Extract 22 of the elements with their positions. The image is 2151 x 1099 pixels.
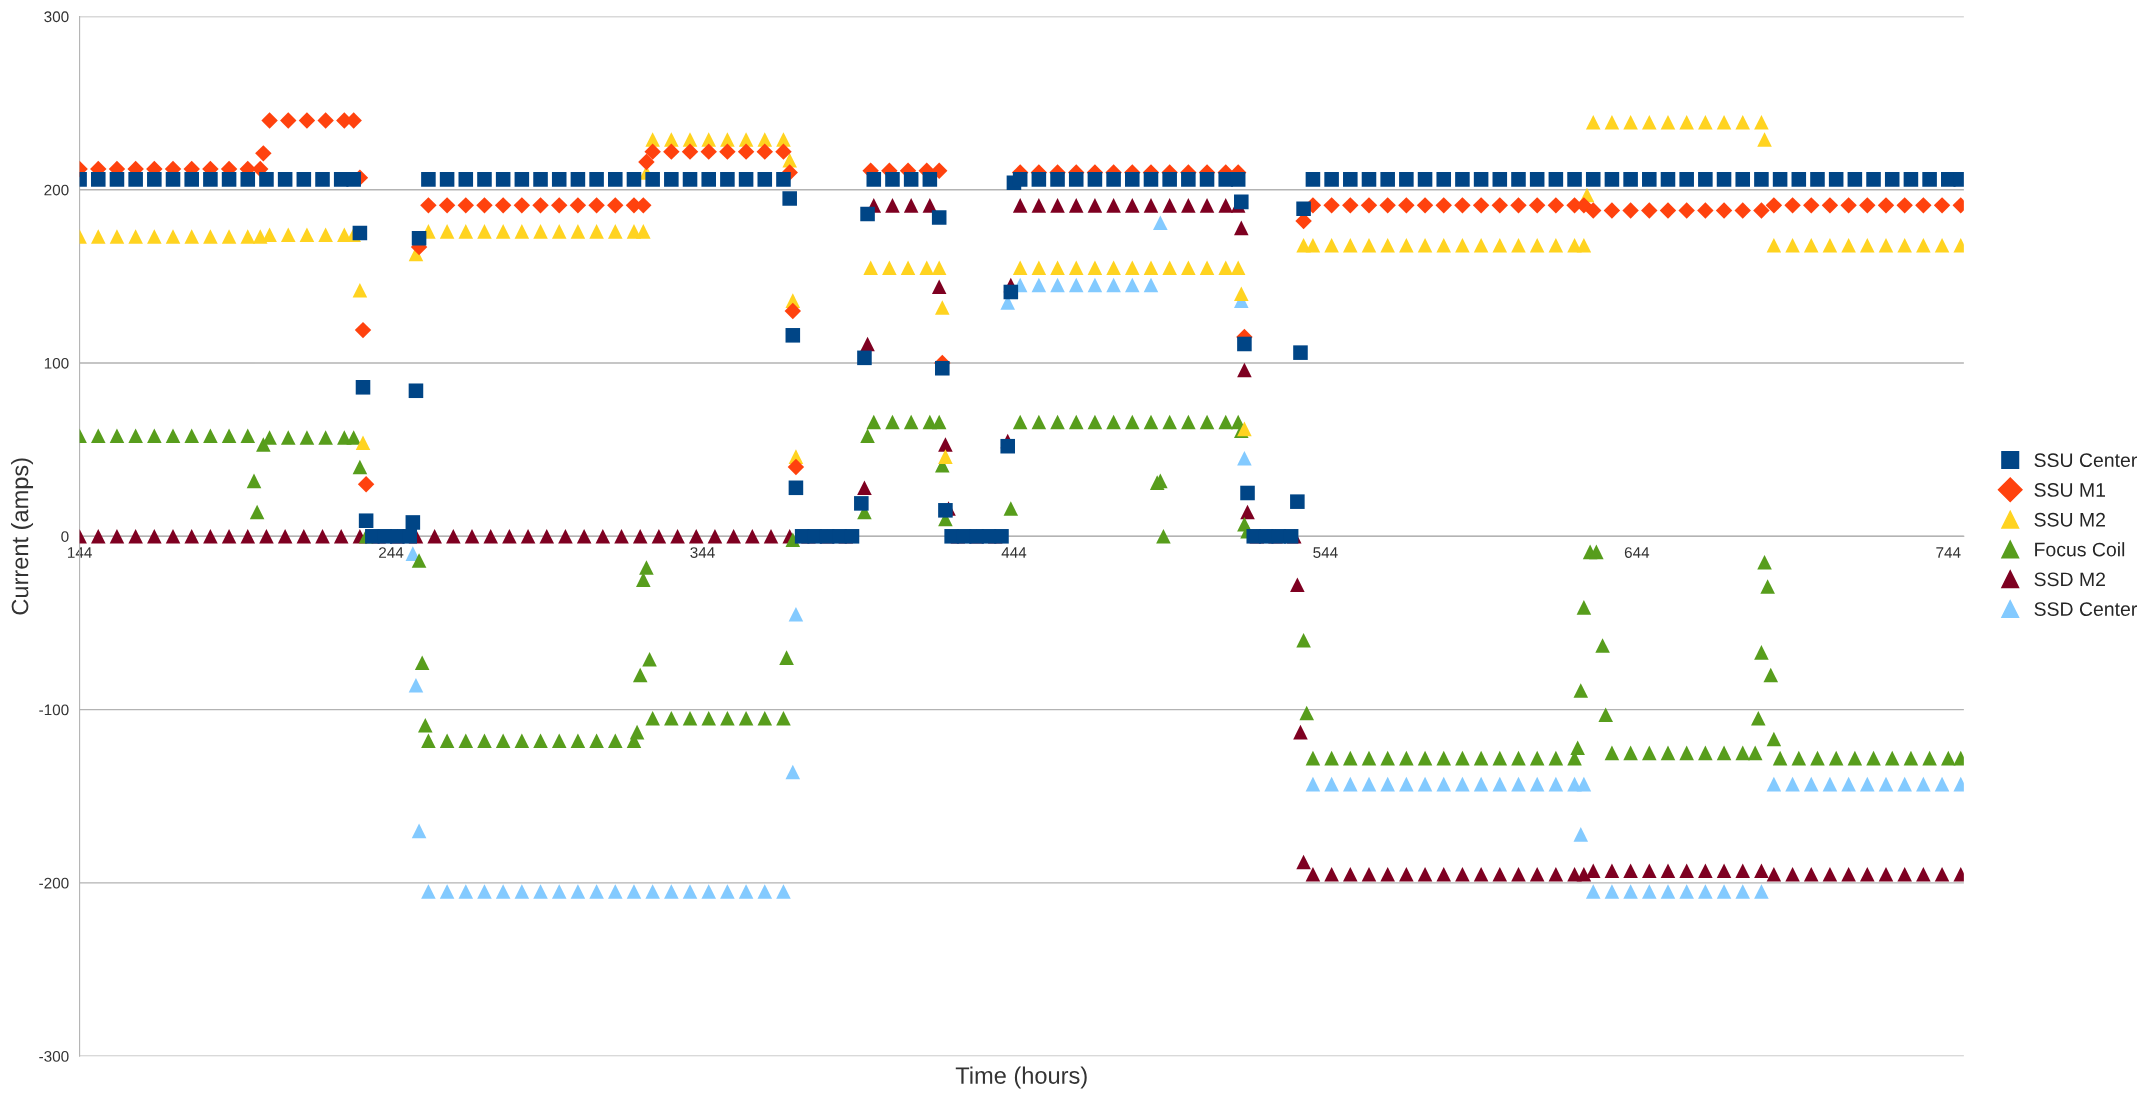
y-tick-label: -100 xyxy=(39,704,69,716)
x-tick-label: 444 xyxy=(1001,547,1027,558)
y-tick-label: 200 xyxy=(44,184,69,196)
x-axis-title: Time (hours) xyxy=(955,1066,1087,1089)
y-tick-label: 0 xyxy=(61,531,69,542)
y-tick-label: 300 xyxy=(44,11,69,23)
legend-label: SSU M2 xyxy=(2034,512,2105,527)
x-tick-label: 544 xyxy=(1313,547,1338,558)
x-tick-label: 644 xyxy=(1624,547,1650,558)
x-tick-label: 744 xyxy=(1936,547,1961,558)
legend-label: SSU M1 xyxy=(2034,483,2106,497)
x-tick-label: 144 xyxy=(68,547,92,558)
y-tick-label: 100 xyxy=(44,357,69,369)
legend-label: SSU Center xyxy=(2034,453,2137,468)
legend-label: SSD Center xyxy=(2034,602,2137,617)
y-axis-title: Current (amps) xyxy=(11,458,34,615)
y-tick-label: -200 xyxy=(39,877,69,889)
legend-label: Focus Coil xyxy=(2035,542,2125,557)
legend-label: SSD M2 xyxy=(2034,572,2105,587)
x-tick-label: 244 xyxy=(379,547,404,558)
x-tick-label: 344 xyxy=(690,547,715,558)
y-tick-label: -300 xyxy=(39,1051,69,1062)
